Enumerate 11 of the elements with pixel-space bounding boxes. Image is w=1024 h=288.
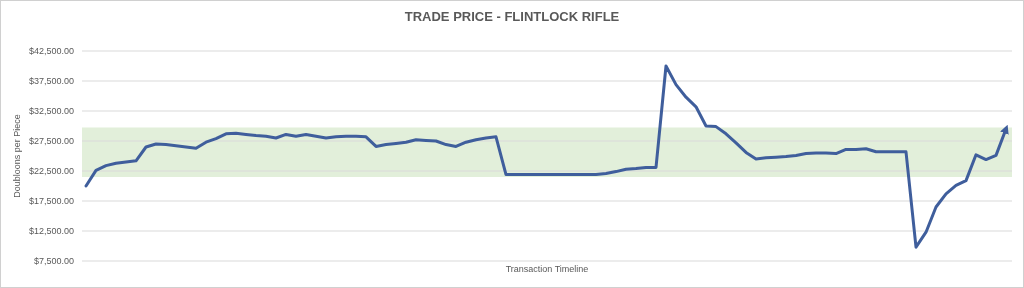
- x-axis-title: Transaction Timeline: [505, 264, 589, 274]
- y-tick-label: $22,500.00: [28, 166, 74, 177]
- y-tick-label: $7,500.00: [33, 256, 74, 267]
- y-tick-label: $12,500.00: [28, 226, 74, 237]
- y-tick-label: $27,500.00: [28, 136, 74, 147]
- y-axis-title: Doubloons per Piece: [12, 114, 22, 198]
- y-tick-label: $42,500.00: [28, 46, 74, 57]
- y-tick-label: $32,500.00: [28, 106, 74, 117]
- chart-title: TRADE PRICE - FLINTLOCK RIFLE: [404, 9, 620, 24]
- y-tick-label: $17,500.00: [28, 196, 74, 207]
- y-tick-label: $37,500.00: [28, 76, 74, 87]
